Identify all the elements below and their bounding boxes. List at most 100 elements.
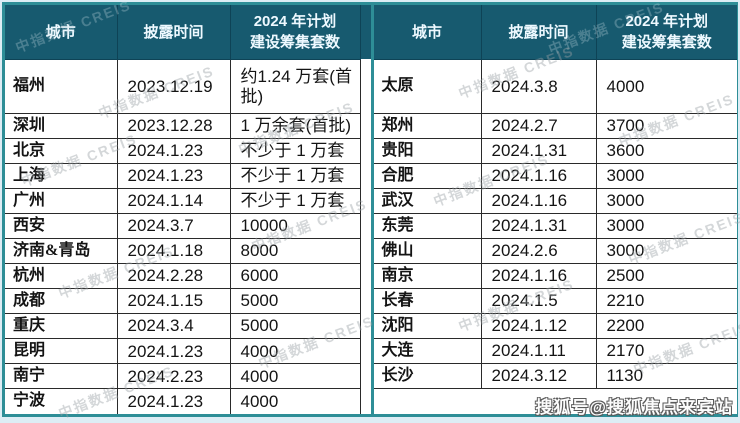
date-cell: 2024.1.16 <box>480 163 597 189</box>
date-cell: 2024.2.23 <box>116 363 231 390</box>
table-row: 重庆 2024.3.4 5000 <box>5 313 361 340</box>
table-row: 济南&青岛 2024.1.18 8000 <box>5 238 361 265</box>
table-row: 长沙 2024.3.12 1130 <box>370 363 737 389</box>
units-cell: 4000 <box>595 59 737 114</box>
date-cell: 2024.1.31 <box>480 138 597 164</box>
date-cell: 2024.1.31 <box>480 213 597 239</box>
units-cell: 3000 <box>595 188 737 214</box>
table-row: 佛山 2024.2.6 3000 <box>370 238 737 264</box>
table-row: 太原 2024.3.8 4000 <box>370 59 737 114</box>
units-cell: 6000 <box>229 263 361 290</box>
city-cell: 长沙 <box>370 363 482 389</box>
city-cell: 杭州 <box>5 263 118 290</box>
table-row: 昆明 2024.1.23 4000 <box>5 338 361 365</box>
date-cell: 2024.1.5 <box>480 288 597 314</box>
units-cell: 5000 <box>229 288 361 315</box>
col-header-units: 2024 年计划 建设筹集套数 <box>229 5 361 61</box>
table-row: 杭州 2024.2.28 6000 <box>5 263 361 290</box>
units-cell: 不少于 1 万套 <box>229 188 361 215</box>
table-row: 广州 2024.1.14 不少于 1 万套 <box>5 188 361 215</box>
units-cell: 4000 <box>229 363 361 390</box>
date-cell: 2024.1.23 <box>116 338 231 365</box>
empty-cell <box>370 388 737 414</box>
city-cell: 成都 <box>5 288 118 315</box>
table-row: 武汉 2024.1.16 3000 <box>370 188 737 214</box>
table-row: 福州 2023.12.19 约1.24 万套(首批) <box>5 59 361 115</box>
header-row: 城市 披露时间 2024 年计划 建设筹集套数 <box>5 5 361 61</box>
city-cell: 武汉 <box>370 188 482 214</box>
units-cell: 4000 <box>229 388 361 414</box>
date-cell: 2024.1.16 <box>480 188 597 214</box>
table-row: 合肥 2024.1.16 3000 <box>370 163 737 189</box>
city-cell: 南宁 <box>5 363 118 390</box>
sohu-source-badge: 搜狐号@搜狐焦点来宾站 <box>535 398 733 417</box>
date-cell: 2024.1.16 <box>480 263 597 289</box>
city-cell: 济南&青岛 <box>5 238 118 265</box>
col-header-units-line2: 建设筹集套数 <box>249 34 340 52</box>
date-cell: 2024.1.23 <box>116 388 231 414</box>
city-cell: 合肥 <box>370 163 482 189</box>
city-cell: 贵阳 <box>370 138 482 164</box>
col-header-city: 城市 <box>370 5 482 60</box>
city-cell: 沈阳 <box>370 313 482 339</box>
units-cell: 约1.24 万套(首批) <box>229 59 361 115</box>
table-row: 上海 2024.1.23 不少于 1 万套 <box>5 163 361 190</box>
units-cell: 8000 <box>229 238 361 265</box>
units-cell: 不少于 1 万套 <box>229 163 361 190</box>
date-cell: 2023.12.28 <box>116 113 231 140</box>
date-cell: 2024.3.12 <box>480 363 597 389</box>
city-cell: 大连 <box>370 338 482 364</box>
disclosure-table-right: 城市 披露时间 2024 年计划 建设筹集套数 太原 2024.3.8 4000… <box>370 5 737 414</box>
date-cell: 2024.1.23 <box>116 138 231 165</box>
col-header-units-line1: 2024 年计划 <box>625 13 709 30</box>
date-cell: 2024.1.12 <box>480 313 597 339</box>
units-cell: 5000 <box>229 313 361 340</box>
col-header-city: 城市 <box>5 5 118 61</box>
date-cell: 2023.12.19 <box>116 59 231 115</box>
units-cell: 3000 <box>595 163 737 189</box>
units-cell: 3000 <box>595 213 737 239</box>
col-header-units-line1: 2024 年计划 <box>253 13 337 31</box>
date-cell: 2024.1.15 <box>116 288 231 315</box>
city-cell: 昆明 <box>5 338 118 365</box>
col-header-units-line2: 建设筹集套数 <box>621 34 712 51</box>
units-cell: 3000 <box>595 238 737 264</box>
date-cell: 2024.2.6 <box>480 238 597 264</box>
col-header-date: 披露时间 <box>480 5 597 60</box>
units-cell: 2210 <box>595 288 737 314</box>
city-cell: 东莞 <box>370 213 482 239</box>
date-cell: 2024.1.18 <box>116 238 231 265</box>
table-row: 大连 2024.1.11 2170 <box>370 338 737 364</box>
city-cell: 长春 <box>370 288 482 314</box>
units-cell: 3600 <box>595 138 737 164</box>
city-cell: 西安 <box>5 213 118 240</box>
empty-filler-row <box>370 388 737 414</box>
units-cell: 1130 <box>595 363 737 389</box>
col-header-units: 2024 年计划 建设筹集套数 <box>595 5 737 60</box>
date-cell: 2024.1.23 <box>116 163 231 190</box>
units-cell: 不少于 1 万套 <box>229 138 361 165</box>
units-cell: 4000 <box>229 338 361 365</box>
date-cell: 2024.3.7 <box>116 213 231 240</box>
city-cell: 太原 <box>370 59 482 114</box>
disclosure-table-left: 城市 披露时间 2024 年计划 建设筹集套数 福州 2023.12.19 约1… <box>5 5 361 414</box>
city-cell: 佛山 <box>370 238 482 264</box>
city-cell: 北京 <box>5 138 118 165</box>
units-cell: 2200 <box>595 313 737 339</box>
city-cell: 福州 <box>5 59 118 115</box>
city-cell: 上海 <box>5 163 118 190</box>
table-row: 深圳 2023.12.28 1 万余套(首批) <box>5 113 361 140</box>
units-cell: 3700 <box>595 113 737 139</box>
city-cell: 广州 <box>5 188 118 215</box>
units-cell: 2170 <box>595 338 737 364</box>
table-row: 北京 2024.1.23 不少于 1 万套 <box>5 138 361 165</box>
date-cell: 2024.2.7 <box>480 113 597 139</box>
table-row: 宁波 2024.1.23 4000 <box>5 388 361 414</box>
units-cell: 10000 <box>229 213 361 240</box>
table-row: 长春 2024.1.5 2210 <box>370 288 737 314</box>
table-row: 南宁 2024.2.23 4000 <box>5 363 361 390</box>
date-cell: 2024.3.4 <box>116 313 231 340</box>
table-row: 贵阳 2024.1.31 3600 <box>370 138 737 164</box>
city-cell: 南京 <box>370 263 482 289</box>
disclosure-tables-container: 城市 披露时间 2024 年计划 建设筹集套数 福州 2023.12.19 约1… <box>2 2 738 417</box>
